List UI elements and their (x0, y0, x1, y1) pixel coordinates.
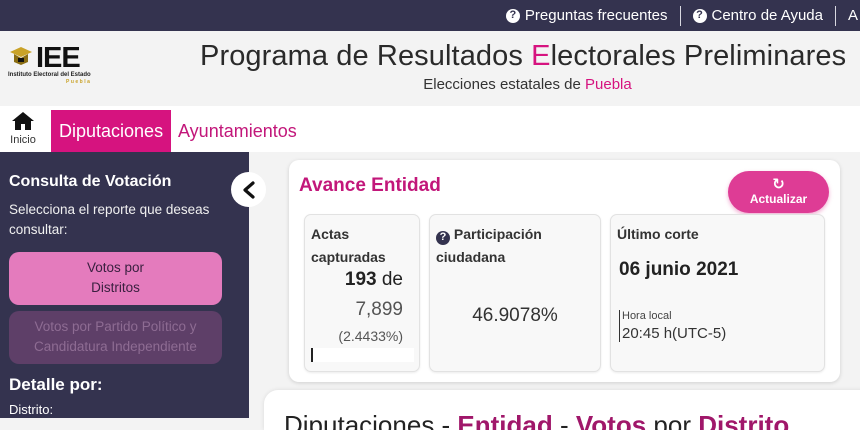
of-text: de (376, 269, 403, 290)
actas-label: Actas capturadas (311, 223, 386, 269)
progress-fill (311, 348, 313, 362)
logo-subtitle: Instituto Electoral del Estado (8, 72, 91, 78)
home-icon (12, 112, 34, 130)
refresh-button[interactable]: ↻ Actualizar (728, 171, 829, 213)
corte-date: 06 junio 2021 (619, 259, 739, 280)
sidebar-description: Selecciona el reporte que deseas consult… (9, 202, 210, 237)
chevron-left-icon (242, 180, 255, 199)
top-links: ? Preguntas frecuentes ? Centro de Ayuda… (494, 0, 860, 31)
time-label: Hora local (622, 310, 672, 322)
label-line: ciudadana (436, 249, 506, 265)
faq-link[interactable]: ? Preguntas frecuentes (494, 7, 680, 24)
participacion-box: ? Participación ciudadana 46.9078% (429, 214, 601, 372)
question-circle-icon: ? (692, 8, 707, 23)
faq-link-label: Preguntas frecuentes (524, 7, 668, 24)
header: IEE Instituto Electoral del Estado Puebl… (0, 31, 860, 105)
actas-captured: 193 de (345, 269, 403, 291)
divider (679, 5, 681, 26)
title-highlight: E (531, 40, 551, 72)
subtitle-part: Elecciones estatales de (423, 76, 586, 93)
page-title: Programa de Resultados Electorales Preli… (200, 40, 846, 73)
title-part: lectorales Preliminares (550, 40, 847, 72)
question-circle-icon: ? (436, 230, 450, 245)
truncated-link-label: A (847, 7, 858, 24)
iee-logo[interactable]: IEE Instituto Electoral del Estado Puebl… (8, 42, 92, 90)
tab-ayuntamientos[interactable]: Ayuntamientos (178, 121, 297, 141)
actas-box: Actas capturadas 193 de 7,899 (2.4433%) (304, 214, 420, 372)
corte-label: Último corte (617, 226, 699, 242)
time-value: 20:45 h(UTC-5) (622, 325, 727, 342)
results-card: Diputaciones - Entidad - Votos por Distr… (264, 390, 860, 430)
votes-by-party-button: Votos por Partido Político y Candidatura… (9, 311, 222, 364)
help-center-link[interactable]: ? Centro de Ayuda (681, 7, 835, 24)
avance-entidad-card: Avance Entidad ↻ Actualizar Actas captur… (289, 160, 840, 382)
button-label-line: Candidatura Independiente (34, 339, 197, 354)
main-nav: Inicio Diputaciones Ayuntamientos (0, 106, 860, 152)
participacion-value: 46.9078% (472, 305, 558, 326)
refresh-label: Actualizar (749, 192, 808, 206)
tab-diputaciones[interactable]: Diputaciones (51, 110, 172, 152)
card-title: Avance Entidad (299, 175, 441, 196)
collapse-sidebar-button[interactable] (231, 172, 266, 207)
top-bar: ? Preguntas frecuentes ? Centro de Ayuda… (0, 0, 860, 31)
refresh-icon: ↻ (772, 176, 785, 193)
district-label: Distrito: (9, 402, 54, 417)
results-title: Diputaciones - Entidad - Votos por Distr… (284, 410, 789, 430)
sidebar-heading: Consulta de Votación (9, 173, 172, 190)
sidebar: Consulta de Votación Selecciona el repor… (0, 152, 249, 418)
title-highlight: Votos (575, 410, 647, 430)
actas-progress-bar (311, 348, 414, 362)
help-center-link-label: Centro de Ayuda (711, 7, 823, 24)
subtitle-highlight: Puebla (585, 76, 632, 93)
graduation-cap-icon (10, 47, 32, 65)
logo-subtitle-state: Puebla (66, 79, 92, 85)
logo-text: IEE (36, 42, 81, 74)
votes-by-district-button[interactable]: Votos por Distritos (9, 252, 222, 305)
question-circle-icon: ? (505, 8, 520, 23)
label-line: Actas (311, 226, 350, 242)
actas-percent: (2.4433%) (338, 328, 403, 344)
truncated-link[interactable]: A (836, 7, 860, 24)
actas-total: 7,899 (355, 299, 403, 320)
button-label-line: Distritos (91, 280, 140, 295)
button-label-line: Votos por (86, 260, 145, 275)
divider (834, 5, 836, 26)
title-part: por (646, 410, 699, 430)
title-highlight: Entidad (457, 410, 553, 430)
title-highlight: Distrito (698, 410, 790, 430)
title-part: Diputaciones - (284, 410, 458, 430)
ultimo-corte-box: Último corte 06 junio 2021 Hora local 20… (610, 214, 825, 372)
title-part: Programa de Resultados (200, 40, 532, 72)
home-label: Inicio (10, 134, 36, 146)
home-button[interactable]: Inicio (6, 112, 40, 152)
corte-time: Hora local 20:45 h(UTC-5) (619, 310, 726, 342)
title-part: - (552, 410, 576, 430)
captured-count: 193 (344, 269, 377, 290)
detail-heading: Detalle por: (9, 375, 103, 394)
button-label-line: Votos por Partido Político y (34, 319, 197, 334)
label-line: Participación (453, 226, 542, 242)
page-subtitle: Elecciones estatales de Puebla (0, 76, 860, 93)
participacion-label[interactable]: ? Participación ciudadana (436, 223, 542, 269)
label-line: capturadas (311, 249, 386, 265)
